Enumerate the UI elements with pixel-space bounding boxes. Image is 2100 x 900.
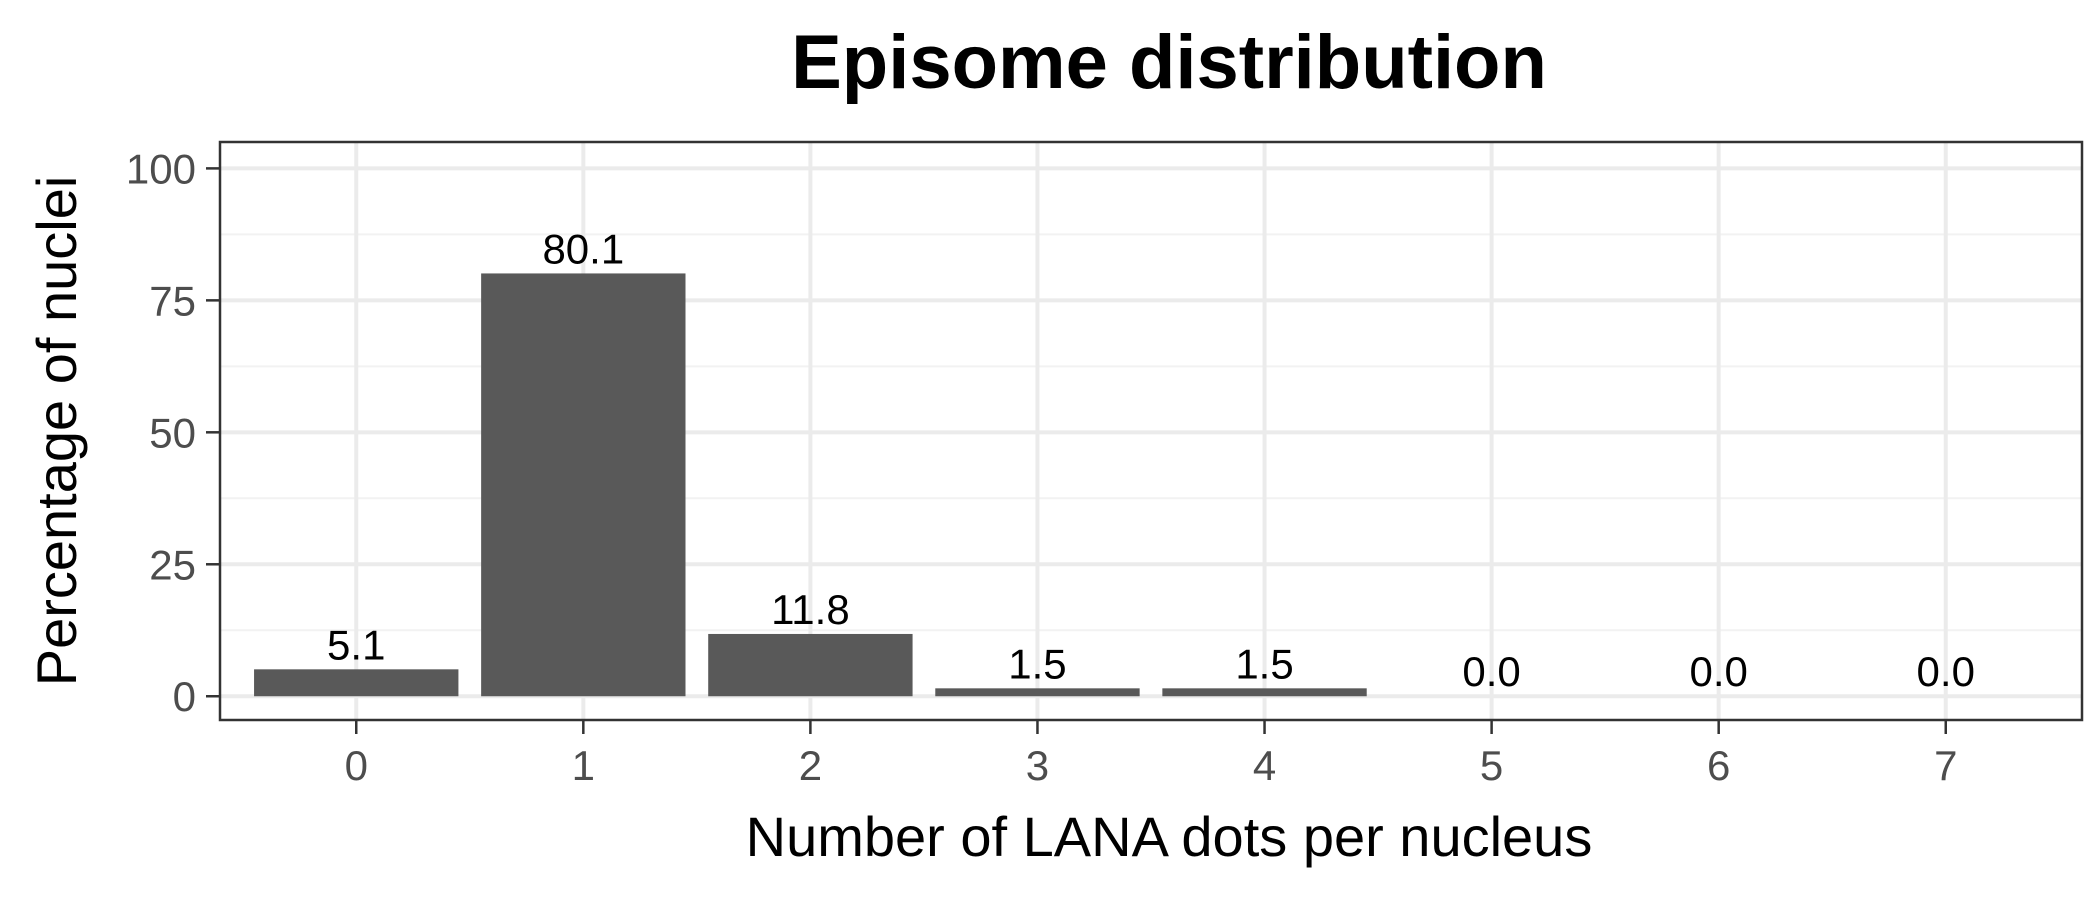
y-tick-label: 0 (173, 673, 196, 720)
bar-4 (1162, 688, 1367, 697)
x-axis: 0 1 2 3 4 5 6 7 (345, 720, 1957, 789)
data-label-0: 5.1 (327, 621, 385, 668)
x-axis-title: Number of LANA dots per nucleus (746, 805, 1593, 868)
data-labels: 5.1 80.1 11.8 1.5 1.5 0.0 0.0 0.0 (327, 225, 1975, 695)
chart-title: Episome distribution (791, 20, 1547, 105)
x-tick-label: 2 (799, 742, 822, 789)
y-tick-label: 75 (149, 277, 196, 324)
x-tick-label: 3 (1026, 742, 1049, 789)
bar-0 (254, 669, 459, 697)
x-tick-label: 1 (572, 742, 595, 789)
y-tick-label: 100 (126, 145, 196, 192)
bar-2 (708, 633, 913, 697)
y-axis-title: Percentage of nuclei (25, 176, 88, 687)
x-tick-label: 5 (1480, 742, 1503, 789)
bar-3 (935, 688, 1140, 697)
x-tick-label: 7 (1934, 742, 1957, 789)
data-label-2: 11.8 (771, 586, 850, 633)
x-tick-label: 0 (345, 742, 368, 789)
y-tick-label: 50 (149, 409, 196, 456)
x-tick-label: 4 (1253, 742, 1276, 789)
y-tick-label: 25 (149, 541, 196, 588)
data-label-3: 1.5 (1008, 640, 1066, 687)
x-tick-label: 6 (1707, 742, 1730, 789)
data-label-6: 0.0 (1689, 648, 1747, 695)
data-label-7: 0.0 (1917, 648, 1975, 695)
panel-border (218, 140, 2084, 722)
data-label-5: 0.0 (1462, 648, 1520, 695)
y-axis: 0 25 50 75 100 (126, 145, 220, 720)
bars (254, 273, 1367, 697)
bar-1 (481, 273, 686, 697)
data-label-1: 80.1 (542, 225, 624, 272)
data-label-4: 1.5 (1235, 640, 1293, 687)
